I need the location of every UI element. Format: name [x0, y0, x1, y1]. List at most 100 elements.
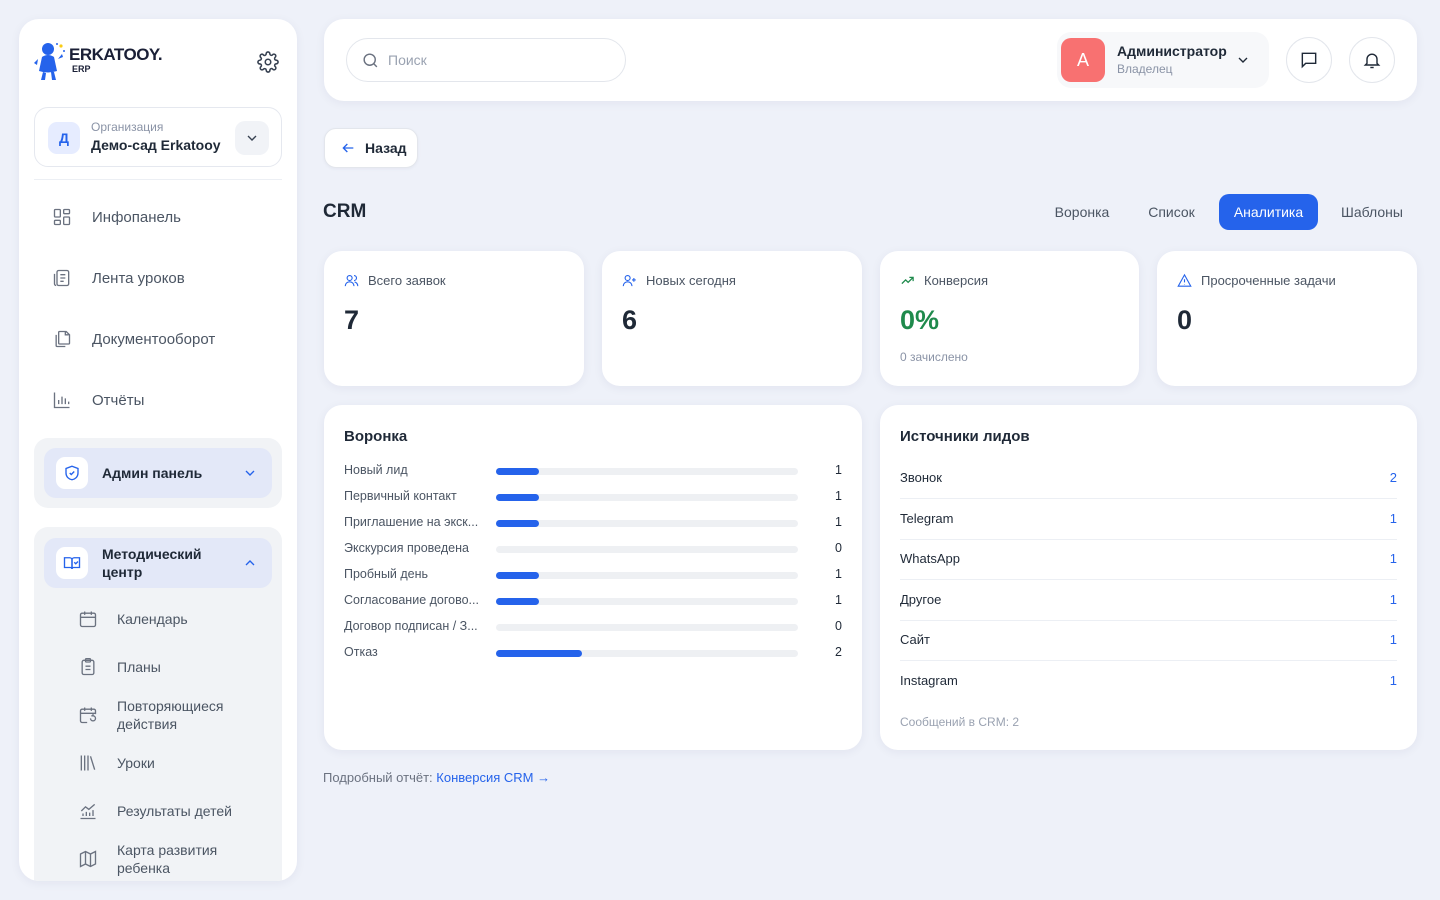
methodical-center-group: Методический центр Календарь Планы Повто…	[34, 527, 282, 881]
source-name: WhatsApp	[900, 551, 960, 567]
funnel-row: Первичный контакт 1	[344, 487, 842, 507]
user-role: Владелец	[1117, 62, 1173, 76]
sources-title: Источники лидов	[900, 428, 1030, 445]
source-name: Сайт	[900, 632, 930, 648]
settings-gear-icon[interactable]	[257, 51, 279, 73]
bell-icon	[1363, 53, 1381, 69]
source-row: WhatsApp 1	[900, 539, 1397, 581]
funnel-bar-fill	[496, 468, 540, 475]
sidebar-divider	[34, 179, 282, 180]
stat-value: 0%	[900, 305, 940, 335]
calendar-repeat-icon	[79, 707, 97, 724]
stat-card-overdue: Просроченные задачи 0	[1157, 251, 1417, 386]
sidebar-item-label: Инфопанель	[92, 208, 181, 226]
sidebar-item-label: Карта развития ребенка	[117, 842, 218, 876]
tab-funnel[interactable]: Воронка	[1054, 204, 1110, 220]
notifications-button[interactable]	[1349, 37, 1395, 83]
funnel-stage-label: Согласование догово...	[344, 593, 479, 607]
tab-analytics[interactable]: Аналитика	[1219, 194, 1318, 230]
funnel-stage-label: Отказ	[344, 645, 378, 659]
logo-name: ERKATOOY.	[69, 45, 163, 64]
user-plus-icon	[622, 274, 636, 287]
sidebar-item-plans[interactable]: Планы	[78, 657, 161, 677]
source-row: Сайт 1	[900, 620, 1397, 662]
sidebar-item-reports[interactable]: Отчёты	[52, 388, 144, 412]
funnel-stage-label: Экскурсия проведена	[344, 541, 469, 555]
admin-panel-group: Админ панель	[34, 438, 282, 508]
sidebar-item-dashboard[interactable]: Инфопанель	[52, 205, 181, 229]
admin-panel-button[interactable]: Админ панель	[44, 448, 272, 498]
source-row: Звонок 2	[900, 458, 1397, 499]
search-input[interactable]	[388, 52, 608, 68]
funnel-row: Пробный день 1	[344, 565, 842, 585]
page-title: CRM	[323, 201, 367, 222]
org-dropdown-button[interactable]	[235, 121, 269, 155]
funnel-row: Согласование догово... 1	[344, 591, 842, 611]
source-count: 1	[1389, 510, 1397, 526]
stat-label: Конверсия	[924, 273, 989, 288]
funnel-stage-count: 2	[835, 645, 842, 659]
methodical-center-button[interactable]: Методический центр	[44, 538, 272, 588]
methodical-center-label: Методический центр	[102, 546, 202, 580]
sidebar-item-label: Календарь	[117, 611, 188, 627]
report-prefix: Подробный отчёт:	[323, 770, 433, 785]
funnel-row: Экскурсия проведена 0	[344, 539, 842, 559]
sidebar-item-lessons-feed[interactable]: Лента уроков	[52, 266, 185, 290]
organization-selector[interactable]: Д Организация Демо-сад Erkatooy	[34, 107, 282, 167]
source-count: 1	[1389, 632, 1397, 648]
logo-sub: ERP	[72, 64, 91, 74]
source-count: 1	[1389, 591, 1397, 607]
stat-card-total: Всего заявок 7	[324, 251, 584, 386]
sources-card: Источники лидов Звонок 2 Telegram 1 WhatsApp…	[880, 405, 1417, 750]
messages-button[interactable]	[1286, 37, 1332, 83]
funnel-row: Приглашение на экск... 1	[344, 513, 842, 533]
logo-mascot-icon	[34, 43, 65, 80]
sidebar-item-recurring[interactable]: Повторяющиеся действия	[78, 697, 238, 733]
shield-check-icon	[65, 465, 79, 481]
tab-templates[interactable]: Шаблоны	[1341, 204, 1403, 220]
sidebar-item-label: Планы	[117, 659, 161, 675]
chevron-down-icon	[245, 470, 255, 476]
methodical-icon-box	[56, 547, 88, 579]
funnel-card: Воронка Новый лид 1 Первичный контакт 1 Приг…	[324, 405, 862, 750]
logo[interactable]: ERKATOOY. ERP	[33, 41, 163, 81]
warning-icon	[1177, 273, 1192, 287]
books-icon	[80, 755, 96, 771]
stat-sub: 0 зачислено	[900, 350, 968, 364]
funnel-row: Новый лид 1	[344, 461, 842, 481]
source-row: Telegram 1	[900, 499, 1397, 540]
funnel-bar-fill	[496, 520, 540, 527]
funnel-stage-label: Пробный день	[344, 567, 429, 581]
funnel-stage-count: 1	[835, 463, 842, 477]
user-menu[interactable]: А Администратор Владелец	[1057, 32, 1269, 88]
funnel-title: Воронка	[344, 428, 408, 445]
conversion-report-link[interactable]: Конверсия CRM →	[436, 770, 551, 785]
funnel-bar-track	[496, 546, 798, 553]
sidebar-item-lessons[interactable]: Уроки	[78, 753, 155, 773]
sidebar-item-child-results[interactable]: Результаты детей	[78, 801, 232, 821]
chevron-up-icon	[245, 560, 255, 566]
user-name: Администратор	[1117, 43, 1227, 59]
sidebar-item-label: Лента уроков	[92, 269, 185, 287]
message-icon	[1301, 52, 1317, 69]
stat-label: Новых сегодня	[646, 273, 736, 288]
funnel-stage-count: 1	[835, 567, 842, 581]
funnel-bar-track	[496, 598, 798, 605]
source-count: 1	[1389, 551, 1397, 567]
chevron-down-icon	[247, 135, 257, 141]
search-box[interactable]	[346, 38, 626, 82]
tab-list[interactable]: Список	[1148, 204, 1195, 220]
funnel-bar-fill	[496, 598, 540, 605]
sidebar-item-development-map[interactable]: Карта развития ребенка	[78, 841, 248, 877]
funnel-stage-count: 0	[835, 541, 842, 555]
messages-count: Сообщений в CRM: 2	[900, 715, 1020, 729]
sidebar-item-documents[interactable]: Документооборот	[52, 327, 215, 351]
chart-growth-icon	[80, 803, 96, 820]
back-button[interactable]: Назад	[324, 128, 418, 168]
funnel-stage-label: Первичный контакт	[344, 489, 457, 503]
report-line: Подробный отчёт: Конверсия CRM →	[323, 770, 550, 785]
sidebar-item-calendar[interactable]: Календарь	[78, 609, 188, 629]
sidebar-item-label: Результаты детей	[117, 803, 232, 819]
admin-panel-label: Админ панель	[102, 465, 203, 481]
funnel-bar-track	[496, 624, 798, 631]
